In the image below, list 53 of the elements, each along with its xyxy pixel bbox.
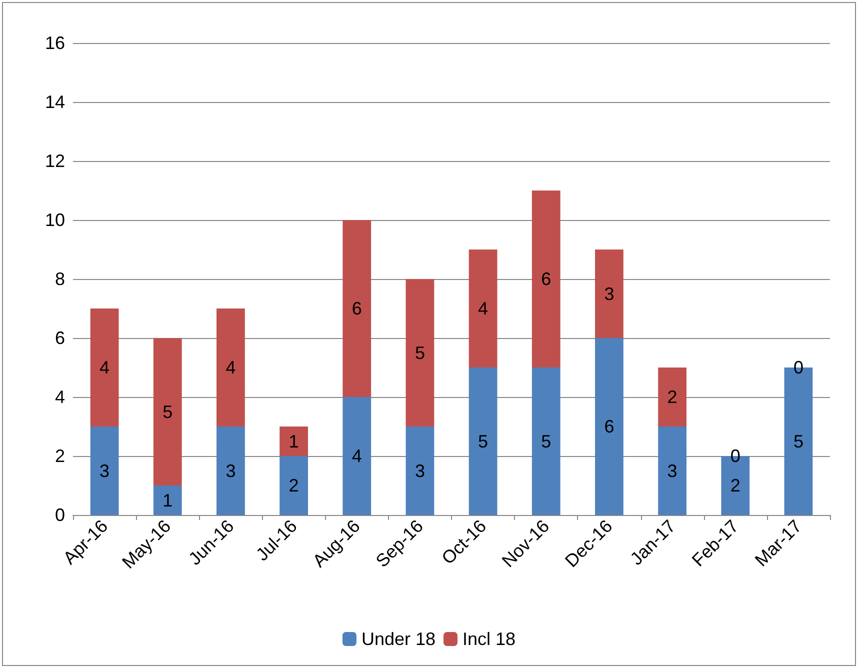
data-label: 3 <box>604 284 614 304</box>
bar <box>342 397 372 515</box>
data-label: 5 <box>414 342 425 363</box>
y-tick-label: 2 <box>54 446 65 466</box>
data-label: 5 <box>478 431 488 452</box>
data-label: 3 <box>100 460 110 481</box>
bar <box>280 456 308 515</box>
bar <box>532 190 560 368</box>
data-label: 6 <box>541 269 552 289</box>
data-label: 6 <box>352 298 362 318</box>
bar <box>342 220 372 397</box>
data-label: 2 <box>730 476 740 496</box>
data-label: 1 <box>162 490 173 510</box>
y-tick-label: 10 <box>44 210 65 230</box>
bar <box>153 486 182 515</box>
data-label: 6 <box>604 416 614 436</box>
bar <box>468 368 498 515</box>
y-tick-label: 0 <box>54 505 65 525</box>
bar <box>658 426 686 515</box>
data-label: 5 <box>793 431 804 452</box>
bar <box>532 368 560 515</box>
legend-label: Under 18 <box>361 629 436 649</box>
bar <box>280 426 308 456</box>
bar <box>468 250 498 368</box>
data-label: 2 <box>288 476 299 496</box>
bar <box>90 426 119 515</box>
data-label: 4 <box>352 446 362 466</box>
y-tick-label: 16 <box>44 33 65 53</box>
data-label: 4 <box>226 358 236 378</box>
y-tick-label: 12 <box>44 151 65 171</box>
bar <box>406 279 434 426</box>
data-label: 1 <box>288 431 299 452</box>
data-label: 3 <box>414 460 425 481</box>
bar <box>216 308 245 426</box>
bar <box>90 308 119 426</box>
data-label: 4 <box>478 298 488 318</box>
data-label: 2 <box>667 387 678 407</box>
bar <box>216 426 245 515</box>
data-label: 3 <box>667 460 678 481</box>
data-label: 5 <box>541 431 552 452</box>
data-label: 4 <box>100 358 110 378</box>
bar <box>595 338 624 515</box>
bar <box>595 250 624 338</box>
bar <box>153 338 182 486</box>
y-tick-label: 6 <box>54 328 65 348</box>
legend-label: Incl 18 <box>462 629 516 649</box>
data-label: 3 <box>226 460 236 481</box>
y-tick-label: 14 <box>44 92 65 112</box>
bar <box>658 368 686 426</box>
data-label: 5 <box>162 402 173 422</box>
y-tick-label: 8 <box>54 269 65 289</box>
bar <box>406 426 434 515</box>
y-tick-label: 4 <box>54 387 65 407</box>
